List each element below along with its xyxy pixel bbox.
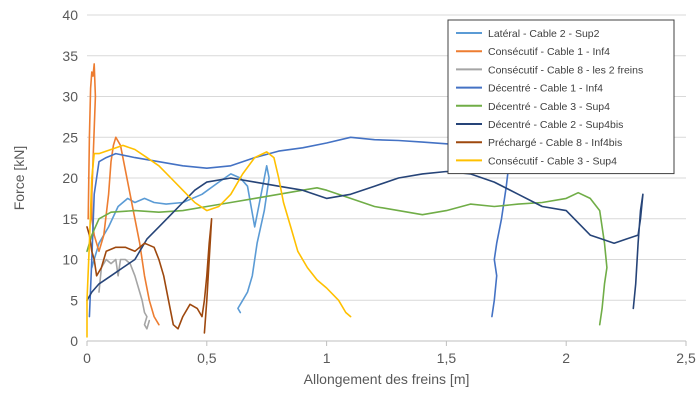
series-line-8 [86, 144, 352, 338]
y-tick-label: 30 [62, 89, 78, 105]
series-line-7 [86, 218, 213, 334]
plot-area [86, 63, 644, 338]
series-line-6 [86, 170, 644, 310]
y-tick-label: 25 [62, 129, 78, 145]
y-tick-label: 15 [62, 211, 78, 227]
x-tick-label: 1,5 [437, 350, 457, 366]
y-tick-label: 5 [70, 292, 78, 308]
legend: Latéral - Cable 2 - Sup2 Consécutif - Cab… [447, 19, 675, 175]
series-line-5 [86, 187, 608, 326]
series-line-4 [88, 136, 510, 318]
grid-lines [87, 14, 686, 342]
y-tick-label: 35 [62, 48, 78, 64]
legend-entry: Décentré - Cable 3 - Sup4 [488, 101, 610, 113]
legend-entry: Consécutif - Cable 1 - Inf4 [488, 46, 610, 58]
y-tick-label: 20 [62, 170, 78, 186]
x-tick-label: 1 [323, 350, 331, 366]
x-tick-label: 2 [562, 350, 570, 366]
series-line-3 [98, 258, 151, 330]
y-tick-label: 0 [70, 333, 78, 349]
y-axis-label: Force [kN] [11, 146, 27, 211]
legend-entry: Préchargé - Cable 8 - Inf4bis [488, 137, 622, 149]
legend-entry: Consécutif - Cable 8 - les 2 freins [488, 64, 643, 76]
legend-entry: Décentré - Cable 1 - Inf4 [488, 83, 603, 95]
legend-entry: Consécutif - Cable 3 - Sup4 [488, 155, 617, 167]
x-tick-label: 0,5 [197, 350, 217, 366]
legend-entry: Décentré - Cable 2 - Sup4bis [488, 119, 623, 131]
x-axis-label: Allongement des freins [m] [304, 371, 470, 387]
y-tick-label: 40 [62, 7, 78, 23]
series-line-2 [87, 63, 160, 326]
legend-entry: Latéral - Cable 2 - Sup2 [488, 28, 600, 40]
legend-box [447, 19, 675, 175]
x-tick-label: 0 [83, 350, 91, 366]
x-tick-label: 2,5 [676, 350, 696, 366]
y-tick-label: 10 [62, 252, 78, 268]
y-axis: 0 5 10 15 20 25 30 35 40 [62, 7, 78, 349]
x-axis: 0 0,5 1 1,5 2 2,5 [83, 341, 696, 366]
